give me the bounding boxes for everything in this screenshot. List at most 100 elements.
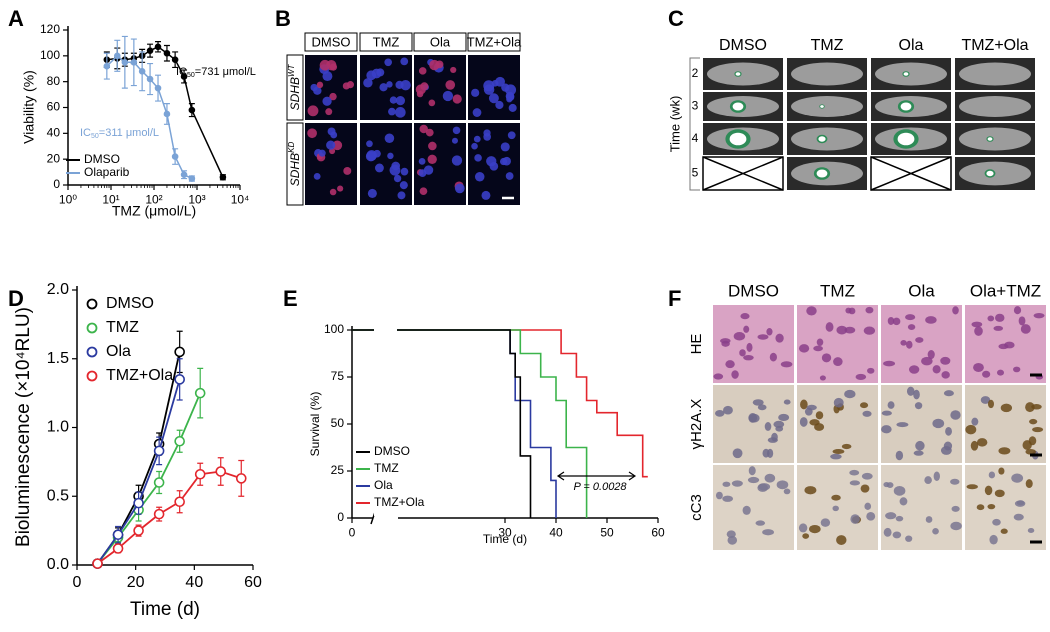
nucleus xyxy=(379,83,388,92)
cell-nucleus xyxy=(887,317,895,325)
data-point xyxy=(163,110,171,118)
axis-label: Time (wk) xyxy=(667,96,682,153)
nucleus xyxy=(508,103,517,112)
cell-nucleus xyxy=(893,485,906,496)
cell-nucleus xyxy=(883,527,892,537)
annotation-text: =311 μmol/L xyxy=(99,127,159,139)
x-tick-label: 60 xyxy=(651,525,665,539)
cell-nucleus xyxy=(905,535,913,542)
cell-nucleus xyxy=(1025,402,1035,413)
cell-nucleus xyxy=(780,361,793,368)
nucleus xyxy=(329,188,337,196)
nucleus xyxy=(452,94,462,104)
cell-nucleus xyxy=(899,497,908,506)
column-header-box xyxy=(413,32,467,52)
column-header-box xyxy=(359,32,413,52)
y-tick-label: 40 xyxy=(47,126,61,140)
cell-nucleus xyxy=(1031,404,1042,410)
x-tick-label: 10⁴ xyxy=(231,192,250,206)
cell-nucleus xyxy=(862,410,872,417)
cell-nucleus xyxy=(896,422,909,428)
legend-label: Ola xyxy=(106,343,131,360)
data-point xyxy=(174,496,185,508)
nucleus xyxy=(450,66,457,74)
series-line xyxy=(352,329,588,518)
cell-nucleus xyxy=(987,315,995,322)
cell-nucleus xyxy=(731,480,743,487)
data-point xyxy=(174,346,185,358)
cell-nucleus xyxy=(715,491,723,500)
cell-nucleus xyxy=(892,317,901,326)
nucleus xyxy=(471,142,478,150)
cell-nucleus xyxy=(752,399,764,406)
cell-nucleus xyxy=(849,480,860,486)
row-label: cC3 xyxy=(688,494,705,521)
cell-nucleus xyxy=(941,371,950,379)
cell-nucleus xyxy=(802,533,810,539)
y-tick-label: 1.5 xyxy=(47,350,69,367)
column-header: TMZ xyxy=(373,34,400,49)
cell-nucleus xyxy=(1000,528,1008,534)
nucleus xyxy=(507,131,516,140)
annotation-sub: 50 xyxy=(187,72,195,79)
data-point xyxy=(180,171,188,178)
series-line xyxy=(352,329,648,478)
cell-nucleus xyxy=(1000,403,1013,413)
data-point xyxy=(153,445,165,457)
y-tick-label: 50 xyxy=(331,416,345,430)
y-tick-label: 0 xyxy=(337,510,344,524)
y-tick-label: 25 xyxy=(331,463,345,477)
cell-nucleus xyxy=(798,344,810,353)
nucleus xyxy=(416,90,424,98)
signal-core xyxy=(986,170,994,177)
y-tick-label: 0.0 xyxy=(47,556,69,573)
annotation-text: IC xyxy=(176,66,187,78)
legend-label: DMSO xyxy=(374,444,410,458)
cell-nucleus xyxy=(809,524,821,534)
nucleus xyxy=(342,82,350,90)
cell-nucleus xyxy=(739,349,746,357)
nucleus xyxy=(393,174,402,183)
data-point xyxy=(130,58,138,66)
panel-letter: F xyxy=(668,286,681,311)
cell-nucleus xyxy=(995,313,1005,322)
nucleus xyxy=(486,156,497,167)
cell-nucleus xyxy=(1029,418,1038,425)
cell-nucleus xyxy=(886,482,894,488)
cell-nucleus xyxy=(885,512,897,520)
cell-nucleus xyxy=(732,448,743,459)
y-axis-label: Survival (%) xyxy=(308,392,322,457)
tissue-image xyxy=(797,305,878,383)
cell-nucleus xyxy=(836,535,847,545)
cell-nucleus xyxy=(915,440,925,451)
nucleus xyxy=(366,140,373,148)
cell-nucleus xyxy=(832,449,845,455)
nucleus xyxy=(473,135,481,143)
row-header-box xyxy=(286,54,304,121)
data-point xyxy=(153,508,165,520)
cell-nucleus xyxy=(799,417,808,427)
signal-core xyxy=(820,105,824,108)
cell-nucleus xyxy=(748,466,756,476)
data-point xyxy=(146,47,154,54)
signal-core xyxy=(732,102,744,111)
panel-letter: E xyxy=(283,286,298,311)
row-label: γH2A.X xyxy=(688,399,705,450)
cell-nucleus xyxy=(905,314,916,321)
cell-nucleus xyxy=(819,375,826,381)
x-tick-label: 10¹ xyxy=(102,192,119,206)
y-tick-label: 80 xyxy=(47,74,61,88)
cell-nucleus xyxy=(966,484,978,490)
nucleus xyxy=(386,81,393,88)
cell-nucleus xyxy=(746,342,753,352)
cell-nucleus xyxy=(915,337,924,343)
cell-nucleus xyxy=(806,404,817,411)
empty-cross xyxy=(702,156,784,191)
nucleus xyxy=(501,83,510,92)
cell-nucleus xyxy=(723,405,733,415)
legend-label: TMZ xyxy=(106,319,139,336)
nucleus xyxy=(318,149,326,157)
cell-nucleus xyxy=(833,357,843,367)
cell-nucleus xyxy=(722,481,731,487)
data-point xyxy=(146,75,154,83)
